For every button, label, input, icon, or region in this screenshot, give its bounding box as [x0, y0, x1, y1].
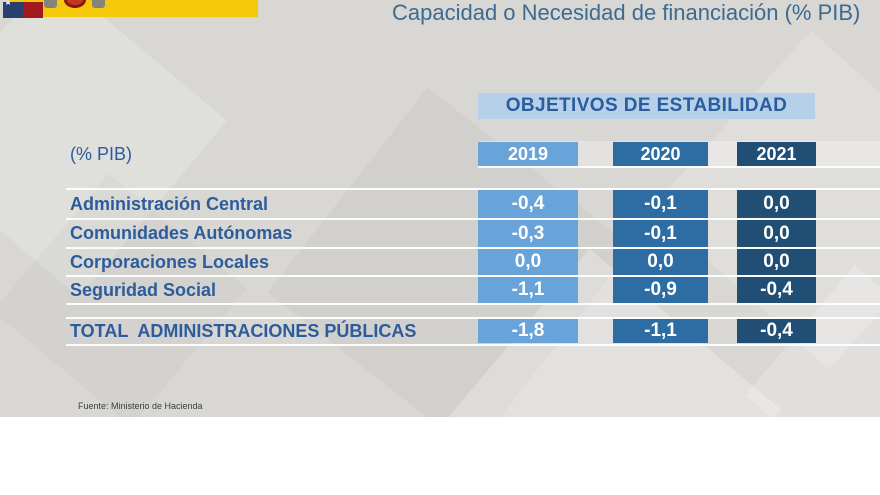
value-cell: -0,1 [613, 190, 708, 218]
table-row: Administración Central -0,4 -0,1 0,0 [0, 190, 880, 218]
shield-icon [64, 0, 86, 8]
row-label: Comunidades Autónomas [70, 223, 293, 243]
value-cell: 0,0 [613, 249, 708, 275]
separator-line [66, 188, 880, 190]
value-cell: -0,4 [478, 190, 578, 218]
value-cell: -0,3 [478, 220, 578, 247]
separator-line [66, 344, 880, 346]
row-label: Corporaciones Locales [70, 251, 270, 272]
source-note: Fuente: Ministerio de Hacienda [78, 401, 203, 411]
value-cell: -1,1 [478, 277, 578, 303]
year-header-2019: 2019 [478, 142, 578, 166]
separator-line [66, 317, 880, 319]
crown-icon [92, 0, 105, 8]
flag-red-field [23, 2, 43, 18]
year-header-2020: 2020 [613, 142, 708, 166]
star-icon: ★ [4, 2, 13, 7]
row-label: Seguridad Social [70, 279, 217, 300]
total-value-cell: -1,1 [613, 319, 708, 343]
stability-objectives-band: OBJETIVOS DE ESTABILIDAD [478, 93, 815, 119]
crown-icon [44, 0, 57, 8]
government-logo: ★ [0, 0, 270, 20]
separator-line [66, 275, 880, 277]
total-value-cell: -0,4 [737, 319, 816, 343]
value-cell: 0,0 [737, 249, 816, 275]
table-row: Seguridad Social -1,1 -0,9 -0,4 [0, 277, 880, 303]
total-row: TOTAL ADMINISTRACIONES PÚBLICAS -1,8 -1,… [0, 319, 880, 343]
value-cell: -0,1 [613, 220, 708, 247]
value-cell: 0,0 [737, 190, 816, 218]
separator-line [66, 218, 880, 220]
separator-line [478, 166, 880, 168]
slide-background [0, 0, 880, 417]
unit-label: (% PIB) [70, 143, 133, 164]
value-cell: 0,0 [737, 220, 816, 247]
coat-of-arms-icon [42, 0, 112, 9]
table-row: Comunidades Autónomas -0,3 -0,1 0,0 [0, 220, 880, 247]
row-label: Administración Central [70, 193, 269, 214]
table-row: Corporaciones Locales 0,0 0,0 0,0 [0, 249, 880, 275]
total-value-cell: -1,8 [478, 319, 578, 343]
flag-icon: ★ [3, 2, 43, 18]
separator-line [66, 303, 880, 305]
value-cell: 0,0 [478, 249, 578, 275]
slide-title: Capacidad o Necesidad de financiación (%… [392, 0, 861, 25]
separator-line [66, 247, 880, 249]
value-cell: -0,9 [613, 277, 708, 303]
year-header-2021: 2021 [737, 142, 816, 166]
value-cell: -0,4 [737, 277, 816, 303]
total-row-label: TOTAL ADMINISTRACIONES PÚBLICAS [70, 320, 417, 341]
flag-blue-field: ★ [3, 2, 23, 18]
